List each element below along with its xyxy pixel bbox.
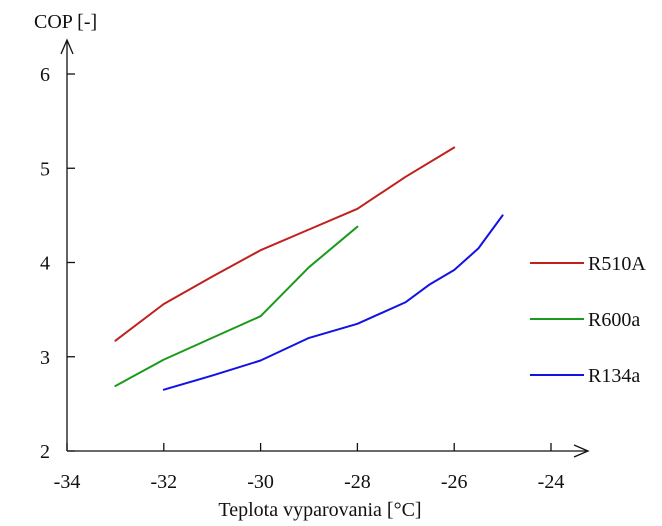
series-line-r510a — [114, 146, 456, 342]
x-axis-arrow — [573, 444, 590, 458]
x-tick-label: -32 — [150, 471, 177, 493]
legend-item-r134a: R134a — [530, 365, 640, 387]
x-axis-title: Teplota vyparovania [°C] — [218, 499, 421, 521]
y-axis-arrow — [60, 38, 74, 55]
x-tick-label: -34 — [54, 471, 81, 493]
x-tick-label: -28 — [344, 471, 371, 493]
legend-item-r510a: R510A — [530, 253, 646, 275]
y-tick-label: 2 — [40, 441, 50, 463]
legend-label: R510A — [588, 253, 646, 275]
y-tick-label: 4 — [40, 253, 50, 275]
x-tick-label: -30 — [247, 471, 274, 493]
legend: R510A R600a R134a — [530, 253, 646, 387]
legend-label: R600a — [588, 309, 640, 331]
legend-label: R134a — [588, 365, 640, 387]
y-tick-label: 5 — [40, 158, 50, 180]
y-tick-label: 3 — [40, 347, 50, 369]
y-ticks: 2 3 4 5 6 — [40, 64, 75, 463]
y-tick-label: 6 — [40, 64, 50, 86]
y-axis-title: COP [-] — [34, 11, 97, 33]
x-tick-label: -26 — [441, 471, 468, 493]
legend-item-r600a: R600a — [530, 309, 640, 331]
axes — [60, 38, 590, 458]
series-lines — [114, 146, 504, 391]
x-tick-label: -24 — [538, 471, 565, 493]
series-line-r600a — [114, 225, 359, 387]
x-ticks: -34 -32 -30 -28 -26 -24 — [54, 443, 565, 493]
series-line-r134a — [162, 214, 504, 391]
